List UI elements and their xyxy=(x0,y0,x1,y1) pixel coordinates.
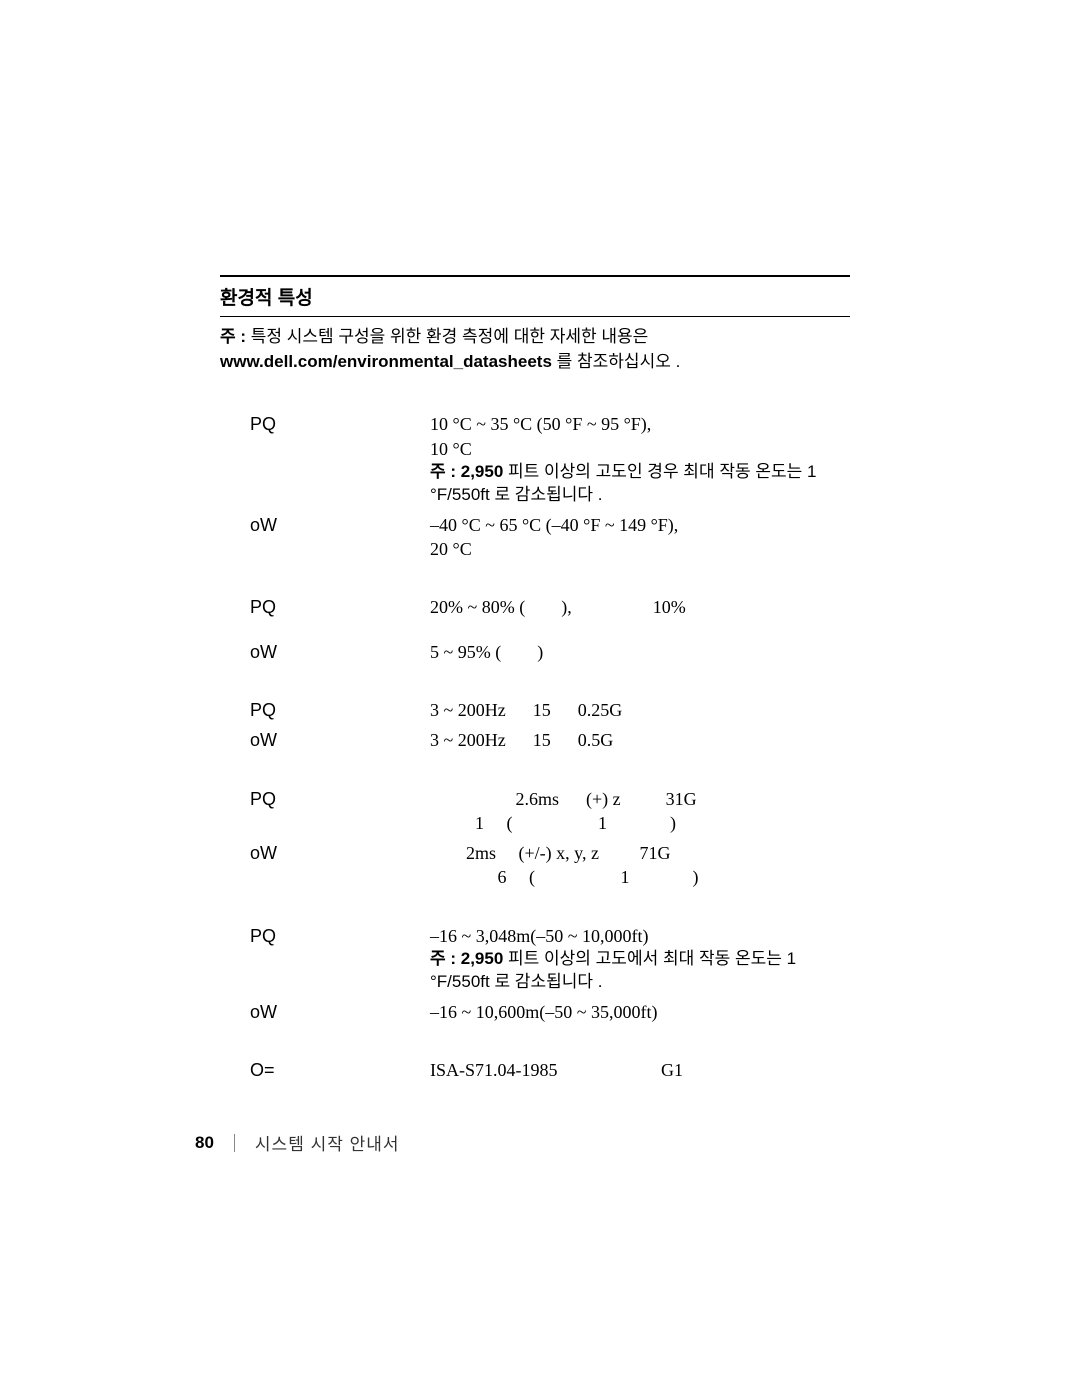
page-footer: 80 시스템 시작 안내서 xyxy=(195,1130,400,1155)
row-value: 10 °C ~ 35 °C (50 °F ~ 95 °F), 10 °C 주 :… xyxy=(430,412,850,506)
note-bold: 주 : 2,950 xyxy=(430,949,503,968)
spec-row: O= ISA-S71.04-1985 G1 xyxy=(250,1058,850,1082)
spec-table: PQ 10 °C ~ 35 °C (50 °F ~ 95 °F), 10 °C … xyxy=(250,412,850,1082)
value-line: 10 °C ~ 35 °C (50 °F ~ 95 °F), xyxy=(430,412,850,436)
value-line: 1 ( 1 ) xyxy=(430,811,850,835)
row-label: PQ xyxy=(250,698,430,722)
intro-suffix: 를 참조하십시오 . xyxy=(552,352,680,371)
row-value: 3 ~ 200Hz 15 0.25G xyxy=(430,698,850,722)
row-label: PQ xyxy=(250,412,430,506)
value-line: 6 ( 1 ) xyxy=(430,865,850,889)
intro-line1: 특정 시스템 구성을 위한 환경 측정에 대한 자세한 내용은 xyxy=(251,327,649,346)
section-title: 환경적 특성 xyxy=(220,275,850,317)
spec-row: PQ –16 ~ 3,048m(–50 ~ 10,000ft) 주 : 2,95… xyxy=(250,924,850,994)
value-line: –40 °C ~ 65 °C (–40 °F ~ 149 °F), xyxy=(430,513,850,537)
row-label: PQ xyxy=(250,787,430,836)
row-label: oW xyxy=(250,640,430,664)
intro-prefix: 주 : xyxy=(220,327,251,346)
row-value: 5 ~ 95% ( ) xyxy=(430,640,850,664)
spec-row: oW 5 ~ 95% ( ) xyxy=(250,640,850,664)
value-line: 20 °C xyxy=(430,537,850,561)
row-label: PQ xyxy=(250,595,430,619)
intro-url: www.dell.com/environmental_datasheets xyxy=(220,352,552,371)
spec-row: PQ 20% ~ 80% ( ), 10% xyxy=(250,595,850,619)
row-value: 2ms (+/-) x, y, z 71G 6 ( 1 ) xyxy=(430,841,850,890)
intro-note: 주 : 특정 시스템 구성을 위한 환경 측정에 대한 자세한 내용은 www.… xyxy=(220,325,850,374)
row-value: 2.6ms (+) z 31G 1 ( 1 ) xyxy=(430,787,850,836)
row-value: –40 °C ~ 65 °C (–40 °F ~ 149 °F), 20 °C xyxy=(430,513,850,562)
spec-row: PQ 10 °C ~ 35 °C (50 °F ~ 95 °F), 10 °C … xyxy=(250,412,850,506)
value-line: 2ms (+/-) x, y, z 71G xyxy=(430,841,850,865)
row-value: 3 ~ 200Hz 15 0.5G xyxy=(430,728,850,752)
spec-row: PQ 3 ~ 200Hz 15 0.25G xyxy=(250,698,850,722)
value-line: 10 °C xyxy=(430,437,850,461)
row-value: –16 ~ 10,600m(–50 ~ 35,000ft) xyxy=(430,1000,850,1024)
note-bold: 주 : 2,950 xyxy=(430,462,503,481)
page-number: 80 xyxy=(195,1133,214,1153)
row-label: PQ xyxy=(250,924,430,994)
spec-row: oW 2ms (+/-) x, y, z 71G 6 ( 1 ) xyxy=(250,841,850,890)
spec-row: oW –16 ~ 10,600m(–50 ~ 35,000ft) xyxy=(250,1000,850,1024)
value-line: 2.6ms (+) z 31G xyxy=(430,787,850,811)
value-note: 주 : 2,950 피트 이상의 고도에서 최대 작동 온도는 1 °F/550… xyxy=(430,948,850,994)
spec-row: oW 3 ~ 200Hz 15 0.5G xyxy=(250,728,850,752)
row-label: O= xyxy=(250,1058,430,1082)
row-value: 20% ~ 80% ( ), 10% xyxy=(430,595,850,619)
row-label: oW xyxy=(250,513,430,562)
row-label: oW xyxy=(250,728,430,752)
row-value: ISA-S71.04-1985 G1 xyxy=(430,1058,850,1082)
spec-row: oW –40 °C ~ 65 °C (–40 °F ~ 149 °F), 20 … xyxy=(250,513,850,562)
spec-row: PQ 2.6ms (+) z 31G 1 ( 1 ) xyxy=(250,787,850,836)
footer-separator xyxy=(234,1134,235,1152)
value-line: –16 ~ 3,048m(–50 ~ 10,000ft) xyxy=(430,924,850,948)
row-label: oW xyxy=(250,841,430,890)
document-page: 환경적 특성 주 : 특정 시스템 구성을 위한 환경 측정에 대한 자세한 내… xyxy=(0,0,1080,1397)
footer-text: 시스템 시작 안내서 xyxy=(255,1130,400,1155)
value-note: 주 : 2,950 피트 이상의 고도인 경우 최대 작동 온도는 1 °F/5… xyxy=(430,461,850,507)
row-label: oW xyxy=(250,1000,430,1024)
row-value: –16 ~ 3,048m(–50 ~ 10,000ft) 주 : 2,950 피… xyxy=(430,924,850,994)
